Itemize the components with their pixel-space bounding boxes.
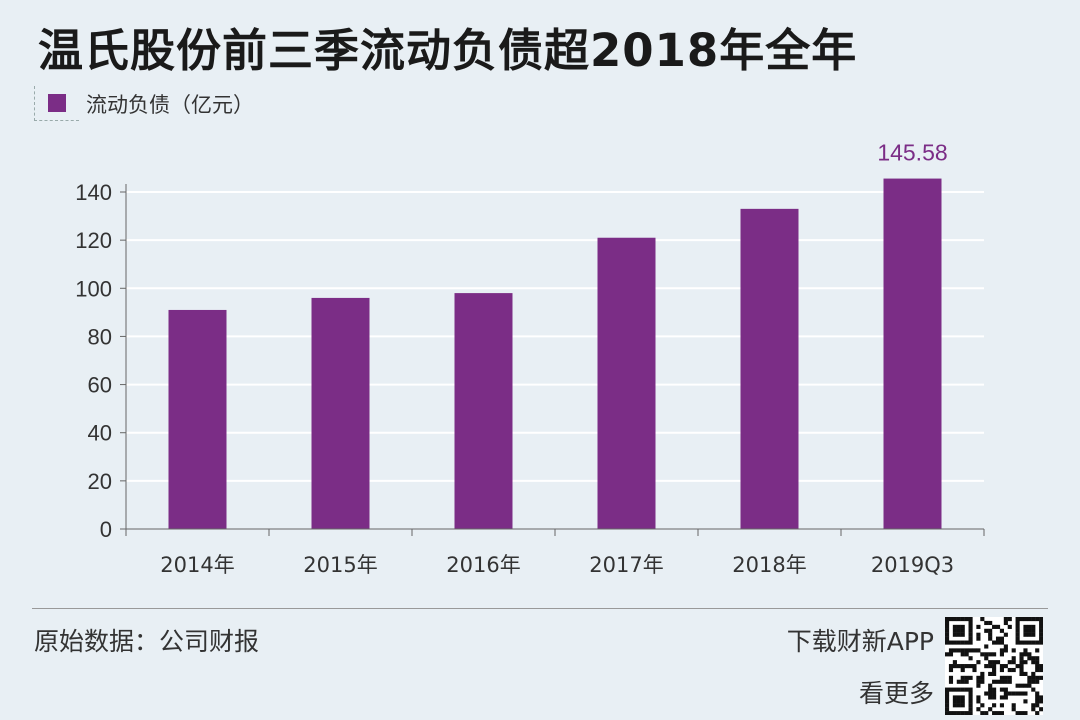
y-tick-label: 140: [75, 180, 112, 205]
legend-label: 流动负债（亿元）: [86, 93, 254, 117]
axes: 0 20 40 60 80 100 120 140: [75, 180, 985, 542]
grid-lines: [126, 191, 984, 482]
bar: [883, 178, 942, 529]
x-tick-label: 2016年: [446, 553, 520, 577]
y-tick-label: 60: [88, 373, 112, 398]
y-tick-label: 80: [88, 324, 112, 349]
source-note: 原始数据：公司财报: [34, 627, 260, 656]
bars: [168, 178, 942, 529]
bar: [740, 208, 799, 529]
footer-divider: [32, 608, 1048, 609]
legend-box: [34, 86, 79, 121]
chart-title: 温氏股份前三季流动负债超2018年全年: [38, 24, 858, 77]
qr-code-icon: [945, 617, 1044, 716]
y-tick-label: 100: [75, 276, 112, 301]
x-tick-label: 2017年: [589, 553, 663, 577]
x-tick-label: 2018年: [732, 553, 806, 577]
legend-swatch: [48, 94, 66, 112]
y-tick-label: 0: [100, 517, 112, 542]
promo-text: 下载财新APP: [786, 627, 934, 656]
x-tick-label: 2014年: [160, 553, 234, 577]
bar: [168, 309, 227, 529]
bar: [311, 297, 370, 529]
y-tick-label: 20: [88, 469, 112, 494]
bar: [597, 237, 656, 529]
y-tick-label: 40: [88, 421, 112, 446]
labels: 2014年 2015年 2016年 2017年 2018年 2019Q3 145.58: [160, 140, 954, 577]
y-tick-label: 120: [75, 228, 112, 253]
x-tick-label: 2015年: [303, 553, 377, 577]
promo-subtext: 看更多: [858, 679, 934, 708]
x-tick-label: 2019Q3: [871, 553, 954, 577]
bar: [454, 293, 513, 529]
data-label: 145.58: [877, 140, 947, 166]
